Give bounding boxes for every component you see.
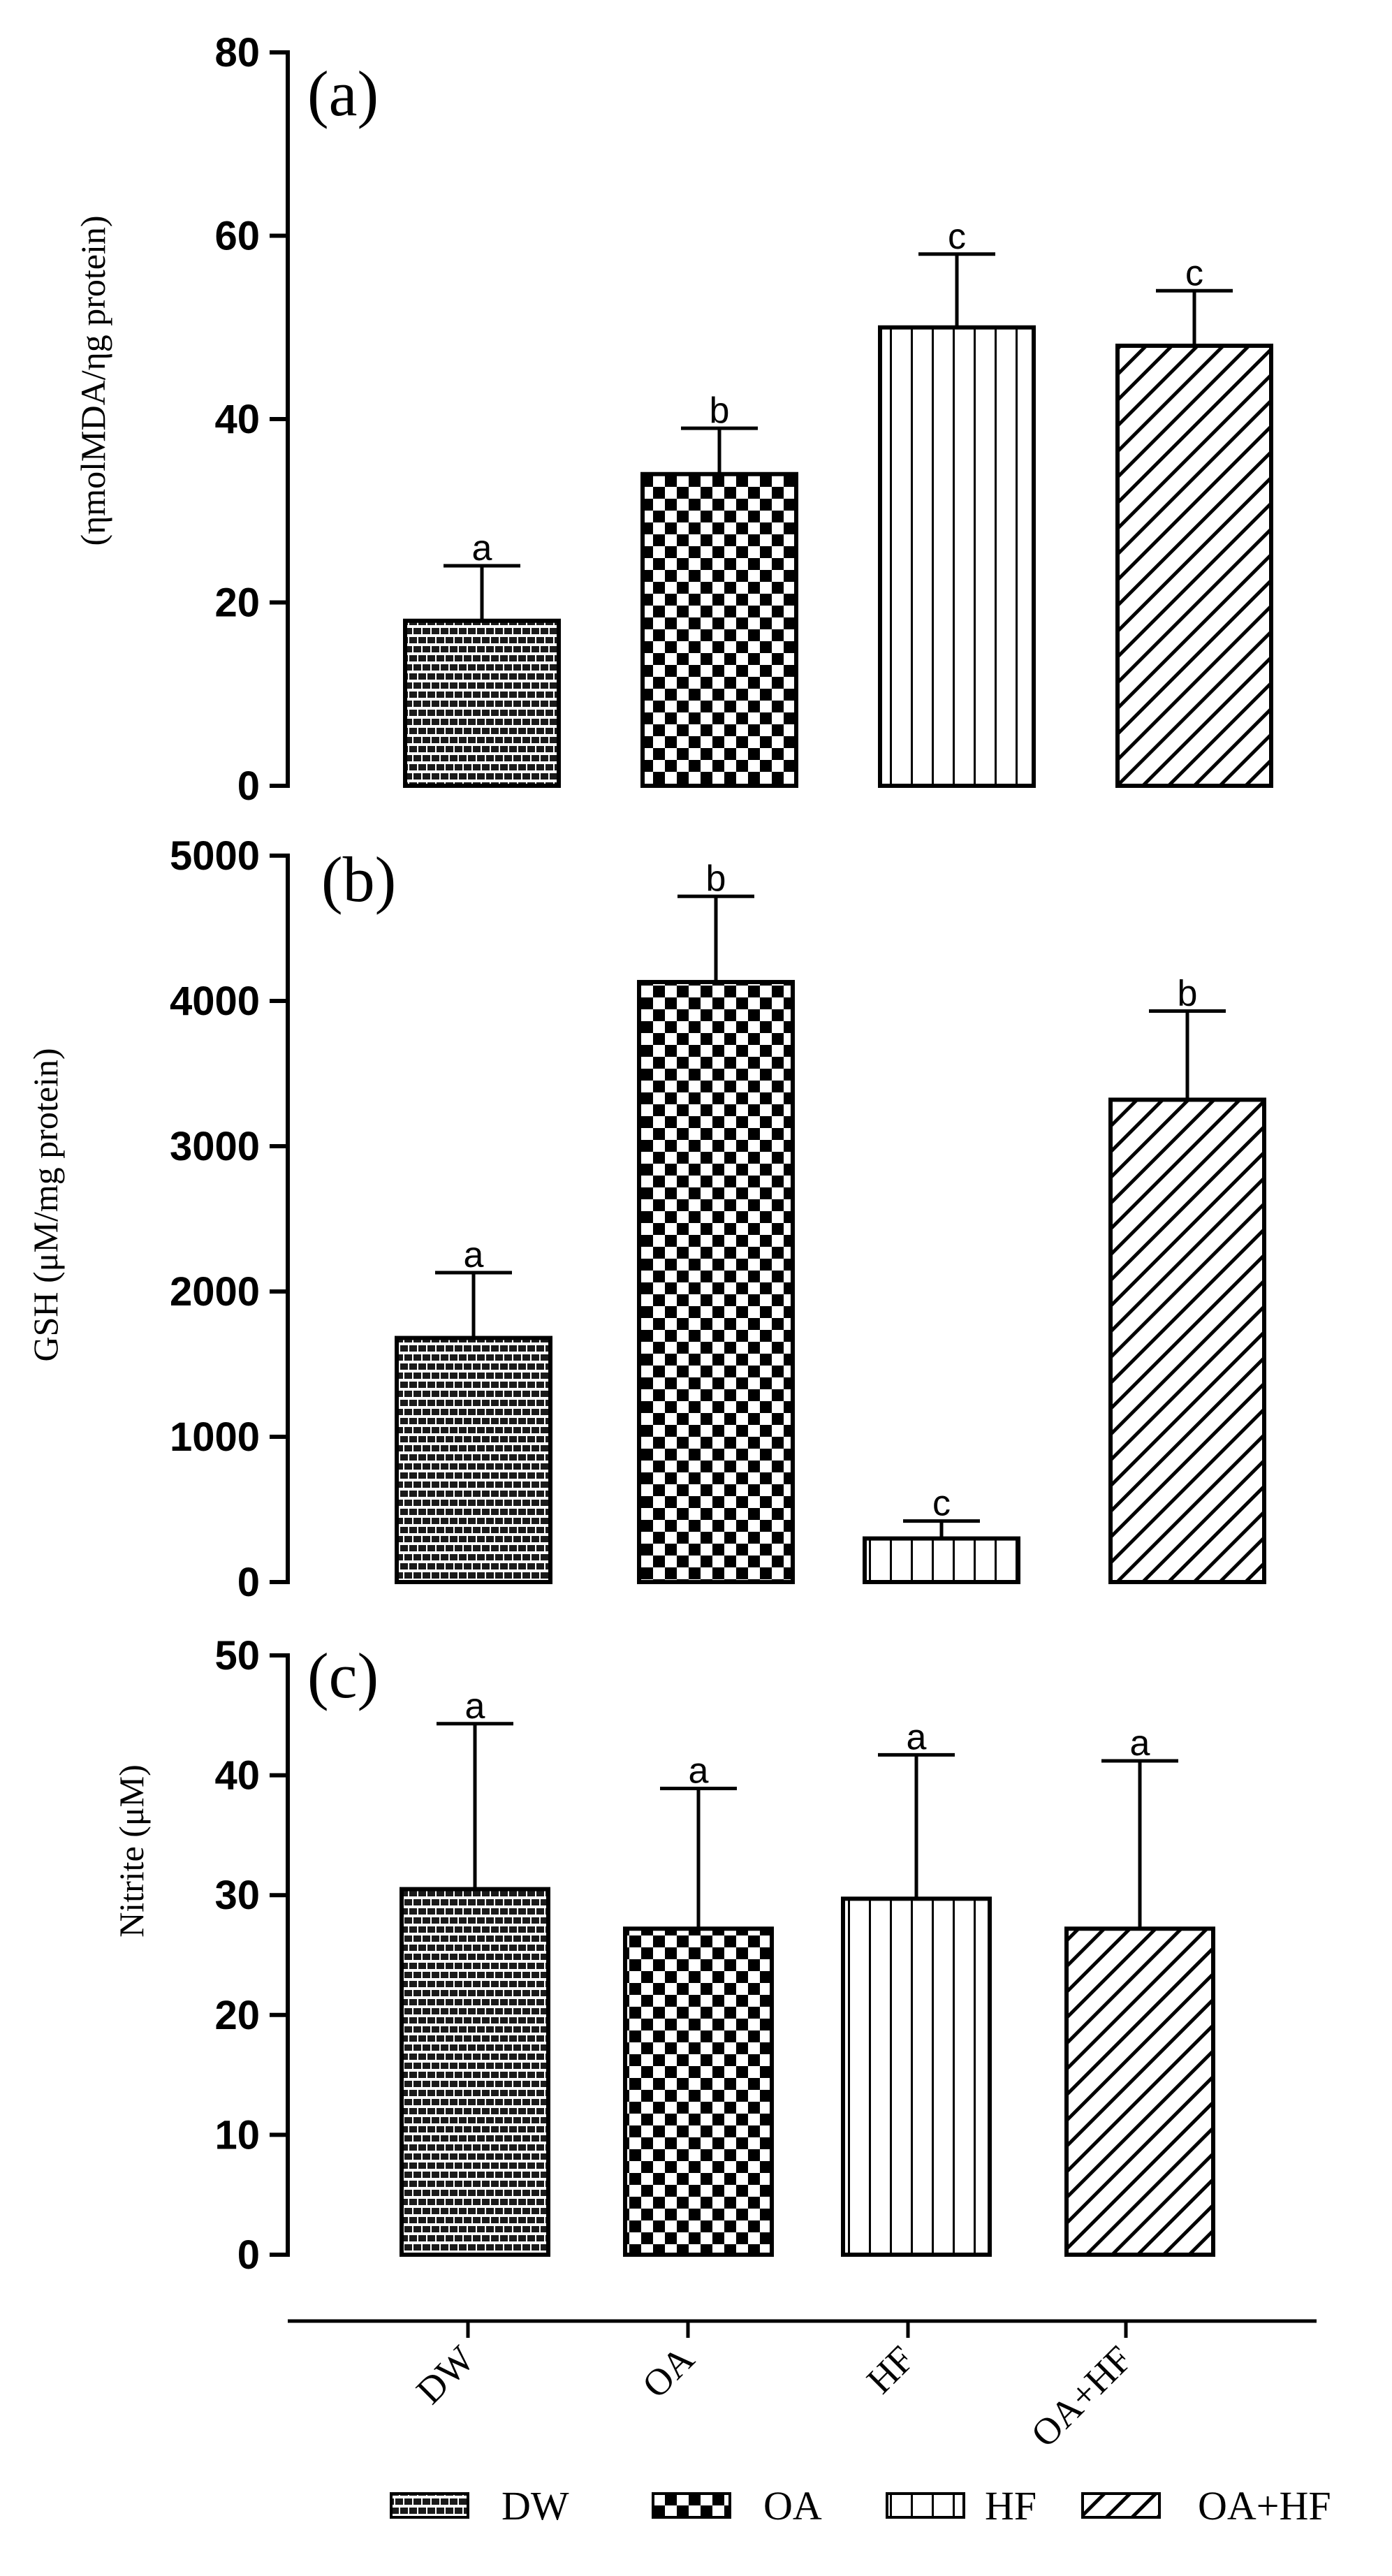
y-tick-label: 2000 — [170, 1269, 260, 1315]
panel-b: (b) GSH (μM/mg protein) 0 1000 2000 3000 400… — [26, 833, 1266, 1605]
panel-c: (c) Nitrite (μM) 0 10 20 30 40 50 a a a a — [112, 1633, 1215, 2278]
legend-label-oa-hf: OA+HF — [1198, 2483, 1331, 2529]
significance-label: c — [932, 1484, 951, 1524]
y-tick-label: 10 — [214, 2112, 260, 2158]
panel-label: (c) — [307, 1640, 379, 1711]
y-axis-label: GSH (μM/mg protein) — [26, 1048, 65, 1362]
y-axis-label: Nitrite (μM) — [112, 1764, 151, 1938]
significance-label: a — [1130, 1723, 1150, 1764]
legend-swatch-hf — [886, 2492, 965, 2519]
x-tick-label: OA+HF — [1023, 2338, 1141, 2455]
x-tick-label: DW — [408, 2338, 482, 2412]
y-tick-label: 0 — [237, 1560, 260, 1605]
y-tick-label: 40 — [214, 397, 260, 442]
x-tick-label: OA — [634, 2338, 703, 2406]
bar-oa — [637, 979, 795, 1584]
panel-label: (b) — [321, 844, 396, 915]
bar-oa-hf — [1108, 1097, 1266, 1584]
y-tick-label: 1000 — [170, 1414, 260, 1460]
x-tick-label: HF — [858, 2338, 922, 2401]
legend-swatch-oa-hf — [1081, 2492, 1161, 2519]
legend-label-dw: DW — [501, 2483, 569, 2529]
bar-dw — [395, 1335, 552, 1585]
bar-hf — [863, 1536, 1020, 1585]
y-tick-label: 0 — [237, 2232, 260, 2278]
bar-dw — [403, 618, 561, 788]
significance-label: b — [710, 390, 730, 431]
y-tick-label: 80 — [214, 30, 260, 75]
y-tick-label: 40 — [214, 1753, 260, 1799]
significance-label: a — [907, 1717, 927, 1757]
y-axis-label: (ηmolMDA/ηg protein) — [73, 215, 112, 546]
significance-label: c — [1185, 253, 1203, 293]
bar-oa — [623, 1926, 774, 2257]
significance-label: a — [464, 1235, 484, 1275]
significance-label: a — [689, 1750, 709, 1791]
bar-oa-hf — [1064, 1926, 1215, 2257]
significance-label: b — [1178, 974, 1198, 1014]
significance-label: b — [706, 858, 726, 899]
y-tick-label: 30 — [214, 1873, 260, 1918]
y-tick-label: 20 — [214, 580, 260, 626]
y-tick-label: 50 — [214, 1633, 260, 1678]
significance-label: a — [472, 528, 492, 569]
legend-label-hf: HF — [985, 2483, 1036, 2529]
panel-a: (a) (ηmolMDA/ηg protein) 0 20 40 60 80 a b c c — [73, 30, 1273, 809]
bar-oa — [640, 471, 798, 788]
y-tick-label: 20 — [214, 1993, 260, 2038]
shared-x-axis: DW OA HF OA+HF — [288, 2319, 1317, 2455]
y-tick-label: 4000 — [170, 979, 260, 1024]
y-tick-label: 5000 — [170, 833, 260, 879]
y-tick-label: 0 — [237, 763, 260, 809]
y-tick-label: 3000 — [170, 1124, 260, 1169]
significance-label: a — [465, 1686, 485, 1727]
legend: DW OA HF OA+HF — [390, 2483, 1331, 2529]
panel-label: (a) — [307, 58, 379, 129]
bar-dw — [400, 1887, 550, 2257]
legend-swatch-dw — [390, 2492, 469, 2519]
legend-swatch-oa — [652, 2492, 731, 2519]
bar-hf — [878, 325, 1036, 788]
significance-label: c — [948, 217, 966, 257]
bar-oa-hf — [1115, 344, 1273, 788]
bar-hf — [841, 1896, 992, 2257]
y-tick-label: 60 — [214, 214, 260, 259]
legend-label-oa: OA — [763, 2483, 822, 2529]
